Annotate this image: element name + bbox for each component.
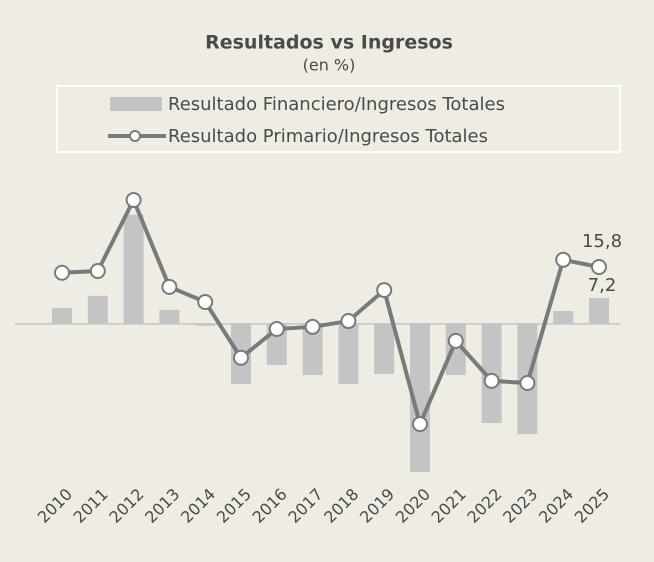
chart-title: Resultados vs Ingresos bbox=[205, 32, 453, 54]
chart-subtitle: (en %) bbox=[303, 56, 356, 75]
bar bbox=[374, 323, 395, 375]
marker bbox=[89, 262, 106, 279]
legend-label: Resultado Financiero/Ingresos Totales bbox=[168, 94, 505, 115]
bar bbox=[195, 323, 216, 326]
marker bbox=[233, 349, 249, 366]
bar bbox=[553, 310, 574, 324]
line bbox=[61, 198, 600, 427]
bar bbox=[410, 323, 430, 472]
legend-box bbox=[56, 85, 621, 153]
marker bbox=[54, 264, 70, 281]
bar bbox=[159, 309, 180, 324]
legend-label: Resultado Primario/Ingresos Totales bbox=[168, 126, 488, 147]
marker bbox=[412, 416, 428, 433]
legend-marker bbox=[129, 130, 141, 142]
marker bbox=[268, 320, 285, 337]
bar bbox=[589, 297, 609, 324]
bar bbox=[338, 323, 359, 385]
legend-bar-swatch bbox=[110, 97, 162, 111]
marker bbox=[519, 375, 536, 392]
value-label: 15,8 bbox=[582, 231, 622, 252]
marker bbox=[161, 278, 178, 295]
marker bbox=[340, 313, 357, 330]
marker bbox=[447, 332, 464, 349]
marker bbox=[304, 318, 321, 335]
bar bbox=[52, 308, 72, 324]
marker bbox=[555, 251, 572, 268]
bar bbox=[87, 295, 108, 324]
marker bbox=[483, 372, 500, 389]
bar bbox=[123, 214, 144, 324]
marker bbox=[376, 282, 393, 299]
marker bbox=[197, 293, 214, 310]
bar bbox=[302, 323, 323, 376]
value-label: 7,2 bbox=[588, 275, 617, 296]
marker bbox=[591, 259, 607, 276]
marker bbox=[125, 192, 142, 208]
